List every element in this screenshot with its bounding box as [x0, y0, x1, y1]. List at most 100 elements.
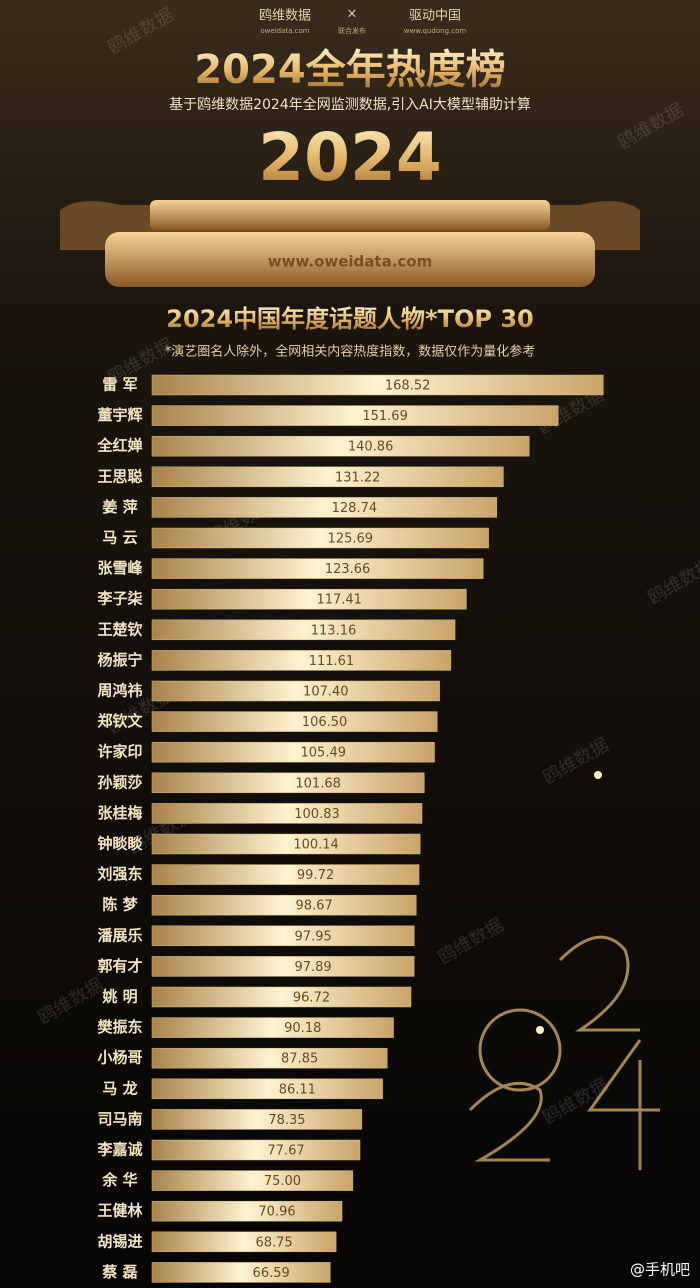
website: www.oweidata.com	[268, 253, 432, 271]
bar	[151, 435, 530, 457]
bar	[151, 956, 415, 977]
value-label: 70.96	[258, 1205, 295, 1220]
bar	[151, 1262, 331, 1283]
value-label: 105.49	[301, 746, 347, 761]
value-label: 78.35	[268, 1113, 305, 1128]
subtitle: 基于鸥维数据2024年全网监测数据,引入AI大模型辅助计算	[169, 96, 531, 113]
category-label: 王健林	[97, 1202, 143, 1220]
category-label: 张雪峰	[97, 559, 143, 577]
category-label: 潘展乐	[97, 926, 142, 944]
value-label: 86.11	[279, 1082, 316, 1097]
bar	[151, 864, 420, 885]
value-label: 168.52	[385, 379, 431, 394]
category-label: 司马南	[97, 1110, 142, 1128]
category-label: 杨振宁	[97, 651, 142, 669]
category-label: 姜 萍	[102, 498, 137, 516]
category-label: 郭有才	[97, 957, 142, 975]
bar	[151, 1170, 354, 1191]
sparkle	[536, 1026, 544, 1034]
value-label: 131.22	[335, 470, 381, 485]
bar	[151, 833, 421, 855]
bar	[151, 986, 412, 1008]
value-label: 125.69	[328, 532, 374, 547]
bar	[151, 497, 498, 518]
value-label: 140.86	[348, 440, 394, 455]
category-label: 周鸿祎	[97, 682, 142, 700]
bar	[151, 1231, 337, 1253]
bar	[151, 1017, 394, 1038]
category-label: 郑钦文	[97, 712, 143, 730]
category-label: 全红婵	[96, 437, 142, 455]
category-label: 樊振东	[97, 1018, 142, 1036]
bar	[151, 894, 417, 916]
bar	[151, 527, 489, 549]
bar	[151, 711, 438, 732]
bar	[151, 741, 435, 763]
title: 2024全年热度榜	[194, 47, 505, 93]
value-label: 96.72	[293, 991, 330, 1006]
category-label: 李嘉诚	[96, 1141, 142, 1159]
category-label: 马 龙	[102, 1079, 137, 1097]
bar	[151, 772, 425, 794]
cross: ×	[347, 7, 358, 22]
logo2: 驱动中国	[409, 9, 461, 24]
category-label: 小杨哥	[97, 1049, 142, 1067]
category-label: 董宇辉	[97, 406, 142, 424]
sparkle	[594, 771, 602, 779]
value-label: 66.59	[253, 1266, 290, 1281]
value-label: 117.41	[316, 593, 362, 608]
category-label: 张桂梅	[97, 804, 142, 822]
bar	[151, 650, 452, 671]
value-label: 75.00	[264, 1174, 301, 1189]
bar	[151, 374, 604, 396]
value-label: 128.74	[332, 501, 378, 516]
category-label: 马 云	[102, 529, 137, 547]
value-label: 97.95	[295, 929, 332, 944]
bar	[151, 558, 484, 579]
bar	[151, 1047, 388, 1069]
category-label: 胡锡进	[97, 1232, 142, 1250]
footer: @手机吧	[630, 1261, 690, 1279]
joint: 联合发布	[338, 26, 366, 35]
category-label: 王思聪	[97, 467, 142, 485]
category-label: 孙颖莎	[97, 773, 142, 791]
value-label: 97.89	[294, 960, 331, 975]
decor-2024	[468, 935, 660, 1170]
value-label: 90.18	[284, 1021, 321, 1036]
value-label: 99.72	[297, 868, 334, 883]
value-label: 113.16	[311, 623, 357, 638]
bar	[151, 619, 456, 641]
category-label: 钟睒睒	[97, 835, 142, 853]
category-label: 李子柒	[96, 590, 142, 608]
value-label: 87.85	[281, 1052, 318, 1067]
logo1-url: oweidata.com	[260, 27, 309, 35]
logo2-url: www.qudong.com	[404, 27, 467, 35]
category-label: 许家印	[97, 743, 142, 761]
value-label: 123.66	[325, 562, 371, 577]
big-year: 2024	[258, 119, 442, 196]
value-label: 100.14	[293, 838, 339, 853]
bar	[151, 1139, 361, 1161]
bar	[151, 405, 559, 426]
bar	[151, 925, 415, 947]
value-label: 68.75	[255, 1235, 292, 1250]
value-label: 77.67	[267, 1144, 304, 1159]
bar	[151, 1109, 363, 1130]
chart-subtitle: *演艺圈名人除外，全网相关内容热度指数，数据仅作为量化参考	[165, 344, 536, 360]
category-label: 蔡 磊	[101, 1263, 137, 1281]
value-label: 98.67	[296, 899, 333, 914]
bar	[151, 680, 440, 702]
chart-title: 2024中国年度话题人物*TOP 30	[166, 305, 533, 333]
category-label: 雷 军	[102, 376, 137, 394]
category-label: 王楚钦	[97, 620, 142, 638]
value-label: 111.61	[309, 654, 355, 669]
category-label: 余 华	[101, 1171, 137, 1189]
bar	[151, 1200, 343, 1222]
value-label: 151.69	[362, 409, 408, 424]
value-label: 106.50	[302, 715, 348, 730]
value-label: 101.68	[295, 776, 341, 791]
value-label: 107.40	[303, 685, 349, 700]
logo1: 鸥维数据	[259, 8, 311, 24]
stage-top	[150, 200, 550, 230]
